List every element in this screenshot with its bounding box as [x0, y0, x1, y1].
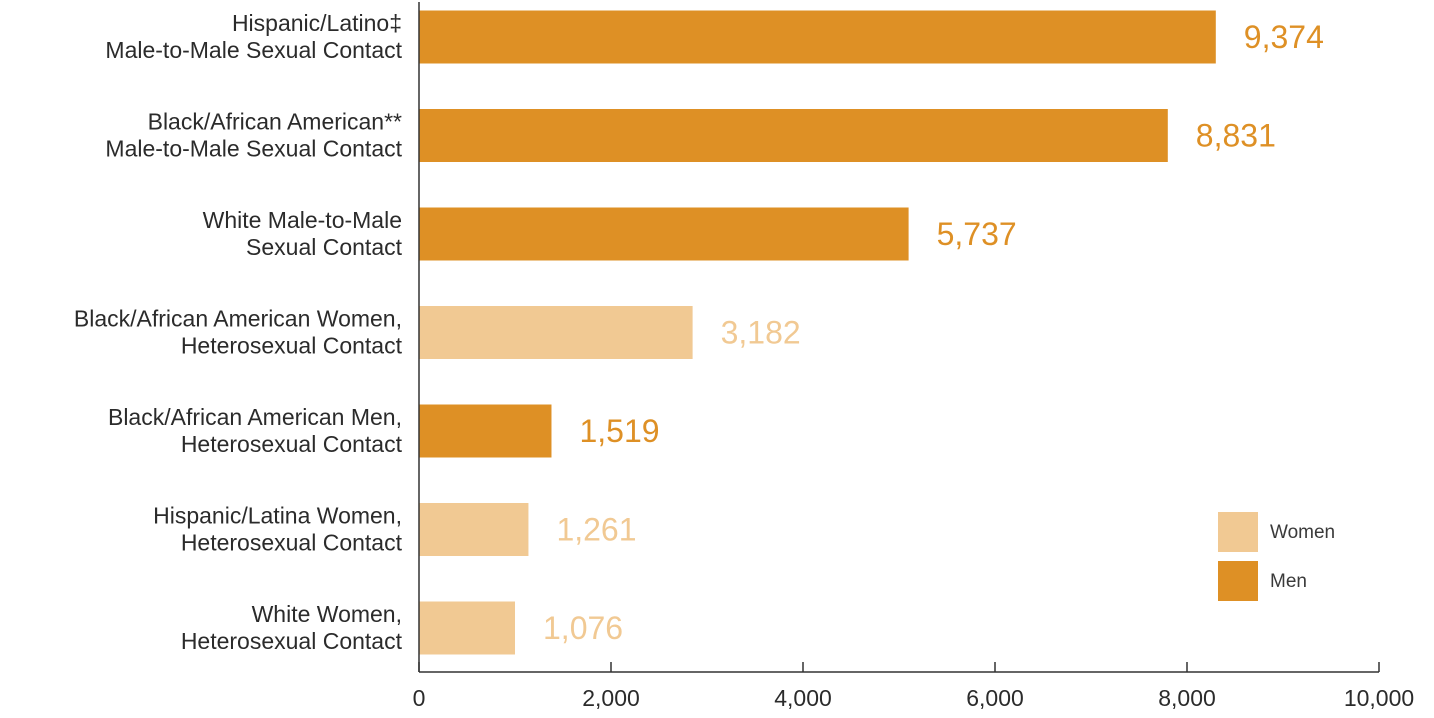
category-label-line1: Hispanic/Latina Women, — [153, 503, 402, 529]
category-label-line2: Male-to-Male Sexual Contact — [105, 37, 402, 63]
category-label-line1: White Women, — [252, 601, 402, 627]
bar-value-label: 1,261 — [556, 512, 636, 548]
x-tick-label: 2,000 — [582, 685, 640, 711]
x-tick-label: 8,000 — [1158, 685, 1216, 711]
category-label-line2: Heterosexual Contact — [181, 333, 403, 359]
category-label-line2: Sexual Contact — [246, 234, 403, 260]
value-labels-group: 9,374 8,831 5,737 3,182 1,519 1,261 1,076 — [543, 19, 1324, 646]
category-label-line2: Heterosexual Contact — [181, 628, 403, 654]
legend: Women Men — [1218, 512, 1335, 601]
x-tick-label: 0 — [413, 685, 426, 711]
axes-group: 0 2,000 4,000 6,000 8,000 10,000 — [413, 2, 1414, 711]
bar-women — [419, 503, 529, 556]
x-tick-label: 6,000 — [966, 685, 1024, 711]
category-label-line1: Black/African American Women, — [74, 306, 402, 332]
bar-value-label: 1,076 — [543, 610, 623, 646]
legend-label-women: Women — [1270, 522, 1335, 543]
category-label-line2: Heterosexual Contact — [181, 431, 403, 457]
legend-label-men: Men — [1270, 571, 1307, 592]
bar-value-label: 5,737 — [937, 216, 1017, 252]
category-label-line1: Black/African American** — [148, 109, 402, 135]
bar-men — [419, 10, 1216, 64]
legend-swatch-women — [1218, 512, 1258, 552]
bar-women — [419, 601, 515, 655]
bar-value-label: 1,519 — [579, 413, 659, 449]
category-label-line1: White Male-to-Male — [203, 207, 402, 233]
legend-swatch-men — [1218, 561, 1258, 601]
category-label-line1: Black/African American Men, — [108, 404, 402, 430]
x-tick-label: 4,000 — [774, 685, 832, 711]
bar-men — [419, 404, 552, 458]
category-label-line2: Male-to-Male Sexual Contact — [105, 136, 402, 162]
bar-value-label: 9,374 — [1244, 19, 1324, 55]
bar-value-label: 3,182 — [721, 315, 801, 351]
category-label-line1: Hispanic/Latino‡ — [232, 10, 402, 36]
category-label-line2: Heterosexual Contact — [181, 530, 403, 556]
x-tick-label: 10,000 — [1344, 685, 1414, 711]
category-labels-group: Hispanic/Latino‡Male-to-Male Sexual Cont… — [74, 10, 403, 654]
bar-men — [419, 109, 1168, 162]
bars-group — [419, 10, 1216, 655]
bar-men — [419, 207, 909, 261]
bar-women — [419, 306, 693, 359]
bar-value-label: 8,831 — [1196, 118, 1276, 154]
